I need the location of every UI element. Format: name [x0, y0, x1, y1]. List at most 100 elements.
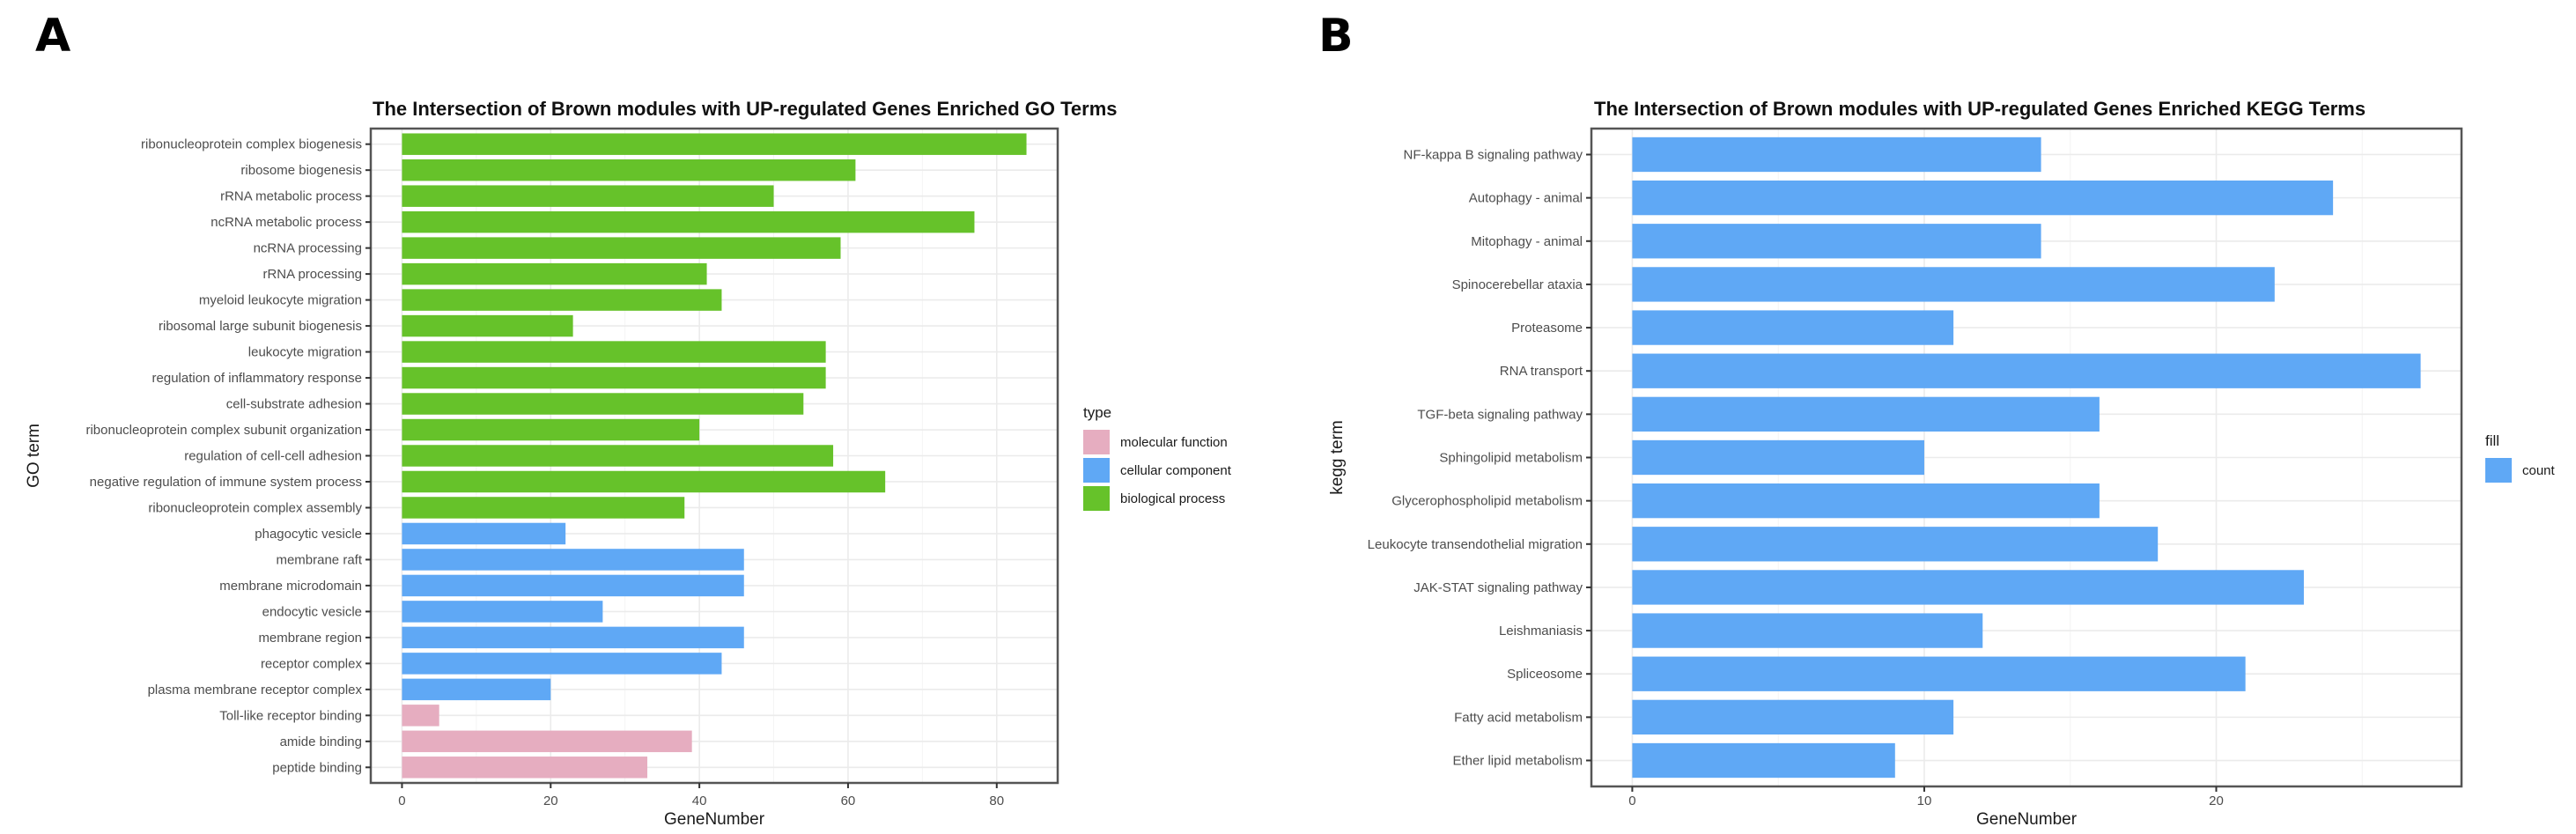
bar-go — [402, 341, 826, 363]
bar-go — [402, 757, 648, 779]
chart-title-kegg: The Intersection of Brown modules with U… — [1594, 98, 2366, 120]
category-label: Mitophagy - animal — [1471, 234, 1583, 249]
bar-kegg — [1632, 483, 2100, 519]
bar-go — [402, 366, 826, 389]
category-label: Leishmaniasis — [1499, 624, 1583, 638]
category-label: rRNA processing — [262, 267, 362, 282]
category-label: endocytic vesicle — [262, 604, 362, 619]
x-ticks-go: 0 20 40 60 80 — [398, 783, 1004, 808]
category-label: phagocytic vesicle — [255, 527, 362, 542]
bar-go — [402, 574, 744, 597]
legend-swatch — [2485, 458, 2512, 483]
category-label: membrane region — [258, 631, 362, 646]
y-axis-title-go: GO term — [25, 424, 43, 488]
x-tick-label: 40 — [692, 793, 707, 808]
category-label: TGF-beta signaling pathway — [1417, 407, 1583, 422]
category-label: Sphingolipid metabolism — [1439, 451, 1583, 466]
category-label: ribosome biogenesis — [240, 163, 362, 178]
panel-label-b: B — [1318, 10, 1354, 63]
category-label: Ether lipid metabolism — [1452, 754, 1583, 769]
category-label: ribosomal large subunit biogenesis — [159, 319, 362, 334]
category-label: plasma membrane receptor complex — [148, 683, 363, 697]
bar-kegg — [1632, 180, 2334, 216]
legend-swatch — [1083, 458, 1110, 483]
category-labels-go: ribonucleoprotein complex biogenesis ribo… — [85, 137, 371, 775]
x-tick-label: 0 — [398, 793, 405, 808]
bar-kegg — [1632, 656, 2246, 691]
bar-go — [402, 418, 700, 441]
category-label: myeloid leukocyte migration — [199, 293, 362, 308]
legend-title-go: type — [1083, 404, 1111, 421]
bar-go — [402, 262, 707, 285]
panel-a-go-chart: A The Intersection of Brown modules with… — [25, 10, 1232, 829]
category-label: RNA transport — [1500, 364, 1583, 379]
category-label: Proteasome — [1511, 321, 1583, 336]
bar-kegg — [1632, 396, 2100, 432]
legend-label: count — [2522, 463, 2556, 478]
bar-go — [402, 133, 1027, 155]
bar-go — [402, 314, 573, 337]
bars-go — [402, 133, 1027, 779]
chart-title-go: The Intersection of Brown modules with U… — [373, 98, 1118, 120]
x-tick-label: 20 — [543, 793, 558, 808]
bar-go — [402, 210, 975, 233]
x-tick-label: 20 — [2209, 793, 2224, 808]
legend-kegg: fill count — [2485, 432, 2556, 483]
legend-title-kegg: fill — [2485, 432, 2499, 449]
category-label: ncRNA metabolic process — [210, 215, 362, 230]
bar-kegg — [1632, 353, 2421, 388]
category-label: amide binding — [280, 734, 362, 749]
panel-label-a: A — [35, 10, 70, 63]
x-ticks-kegg: 0 10 20 — [1628, 786, 2224, 808]
bar-go — [402, 705, 439, 727]
category-label: ribonucleoprotein complex subunit organi… — [85, 423, 362, 438]
category-label: peptide binding — [272, 760, 362, 775]
legend-label: cellular component — [1120, 463, 1232, 478]
bar-kegg — [1632, 613, 1983, 648]
bar-kegg — [1632, 137, 2041, 173]
bar-go — [402, 159, 856, 181]
category-label: Autophagy - animal — [1469, 191, 1583, 206]
category-label: Leukocyte transendothelial migration — [1368, 537, 1583, 552]
bar-kegg — [1632, 699, 1954, 735]
category-label: negative regulation of immune system pro… — [90, 475, 362, 490]
bar-go — [402, 289, 722, 311]
y-axis-title-kegg: kegg term — [1328, 420, 1347, 494]
category-label: Glycerophospholipid metabolism — [1391, 494, 1583, 509]
bars-kegg — [1632, 137, 2421, 779]
legend-swatch — [1083, 486, 1110, 511]
category-label: JAK-STAT signaling pathway — [1413, 580, 1583, 595]
x-tick-label: 0 — [1628, 793, 1635, 808]
category-label: Spinocerebellar ataxia — [1452, 277, 1583, 292]
category-label: regulation of cell-cell adhesion — [184, 449, 362, 464]
category-label: ribonucleoprotein complex biogenesis — [141, 137, 362, 152]
category-label: NF-kappa B signaling pathway — [1404, 147, 1583, 162]
bar-go — [402, 522, 566, 545]
category-label: Spliceosome — [1507, 667, 1583, 682]
legend-swatch — [1083, 430, 1110, 454]
bar-go — [402, 549, 744, 571]
bar-kegg — [1632, 742, 1895, 779]
bar-go — [402, 393, 804, 415]
category-label: ncRNA processing — [254, 241, 362, 256]
x-axis-title-go: GeneNumber — [664, 810, 765, 829]
legend-go: type molecular function cellular componen… — [1083, 404, 1232, 511]
bar-go — [402, 678, 551, 701]
bar-kegg — [1632, 570, 2304, 605]
category-label: regulation of inflammatory response — [152, 371, 362, 386]
legend-label: molecular function — [1120, 435, 1228, 450]
bar-go — [402, 470, 886, 493]
bar-go — [402, 601, 603, 623]
category-label: membrane raft — [276, 552, 362, 567]
x-tick-label: 60 — [841, 793, 856, 808]
bar-kegg — [1632, 310, 1954, 345]
bar-go — [402, 445, 834, 467]
category-label: receptor complex — [261, 656, 363, 671]
legend-label: biological process — [1120, 491, 1225, 506]
category-label: cell-substrate adhesion — [226, 397, 362, 412]
category-labels-kegg: NF-kappa B signaling pathway Autophagy - … — [1368, 147, 1591, 769]
category-label: rRNA metabolic process — [220, 189, 362, 204]
bar-kegg — [1632, 224, 2041, 259]
bar-go — [402, 730, 692, 753]
